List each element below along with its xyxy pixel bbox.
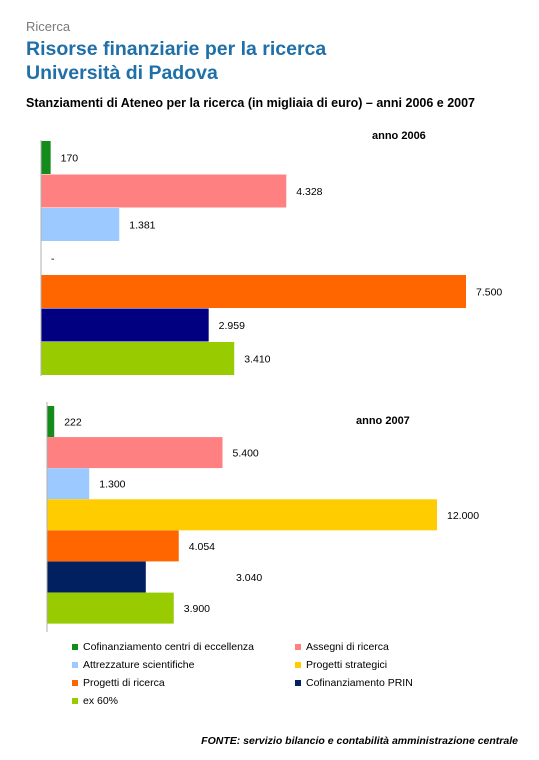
bar-1-2: [41, 174, 287, 208]
legend-item-3: Attrezzature scientifiche: [72, 659, 194, 671]
data-label-1-1: 170: [61, 153, 79, 165]
legend-label: Assegni di ricerca: [306, 641, 389, 653]
page-title-line1: Risorse finanziarie per la ricerca: [26, 38, 327, 60]
legend-label: Cofinanziamento PRIN: [306, 677, 413, 689]
legend-label: Progetti di ricerca: [83, 677, 165, 689]
legend-swatch: [72, 644, 78, 650]
bar-1-1: [41, 141, 51, 174]
bar-2-4: [47, 499, 437, 531]
page-title: Risorse finanziarie per la ricerca Unive…: [26, 37, 326, 85]
legend-label: ex 60%: [83, 695, 119, 707]
legend-item-4: Progetti strategici: [295, 659, 387, 671]
chart-subtitle: Stanziamenti di Ateneo per la ricerca (i…: [26, 96, 476, 110]
data-label-1-5: 7.500: [476, 287, 502, 299]
legend-label: Progetti strategici: [306, 659, 388, 671]
data-label-1-6: 2.959: [219, 320, 245, 332]
legend-swatch: [295, 644, 301, 650]
bar-2-6: [47, 561, 146, 593]
legend-swatch: [72, 680, 78, 686]
bar-2-2: [47, 437, 223, 469]
data-label-1-7: 3.410: [244, 354, 270, 366]
data-label-2-3: 1.300: [99, 479, 125, 491]
bar-1-6: [41, 308, 209, 342]
bar-1-7: [41, 342, 235, 375]
data-label-2-4: 12.000: [447, 510, 479, 522]
section-label: Ricerca: [26, 19, 71, 34]
bar-1-3: [41, 208, 120, 241]
page-title-line2: Università di Padova: [26, 62, 218, 84]
legend-item-7: ex 60%: [72, 695, 118, 707]
legend-item-6: Cofinanziamento PRIN: [295, 677, 413, 689]
data-label-2-7: 3.900: [184, 603, 210, 615]
bar-2-5: [47, 530, 179, 562]
bar-charts: anno 2006 170 4.328 1.381 - 7.500 2.959 3.410 an…: [40, 130, 502, 632]
source-note: FONTE: servizio bilancio e contabilità a…: [201, 735, 518, 747]
data-label-1-3: 1.381: [129, 220, 155, 232]
legend-label: Cofinanziamento centri di eccellenza: [83, 641, 255, 653]
data-label-1-2: 4.328: [296, 186, 322, 198]
data-label-2-5: 4.054: [189, 541, 215, 553]
bar-2-1: [47, 406, 55, 437]
data-label-2-2: 5.400: [233, 448, 259, 460]
legend-swatch: [72, 698, 78, 704]
legend-item-5: Progetti di ricerca: [72, 677, 165, 689]
legend-label: Attrezzature scientifiche: [83, 659, 195, 671]
legend-swatch: [72, 662, 78, 668]
bar-1-5: [41, 275, 466, 308]
data-label-2-1: 222: [64, 417, 82, 429]
bar-2-7: [47, 592, 174, 624]
legend-item-1: Cofinanziamento centri di eccellenza: [72, 641, 254, 653]
data-label-2-6: 3.040: [236, 572, 262, 584]
chart-title-2: anno 2007: [356, 415, 410, 427]
legend-swatch: [295, 662, 301, 668]
legend-swatch: [295, 680, 301, 686]
chart-title-1: anno 2006: [372, 130, 426, 142]
data-label-1-4: -: [51, 253, 55, 265]
bar-2-3: [47, 468, 90, 500]
legend-item-2: Assegni di ricerca: [295, 641, 389, 653]
